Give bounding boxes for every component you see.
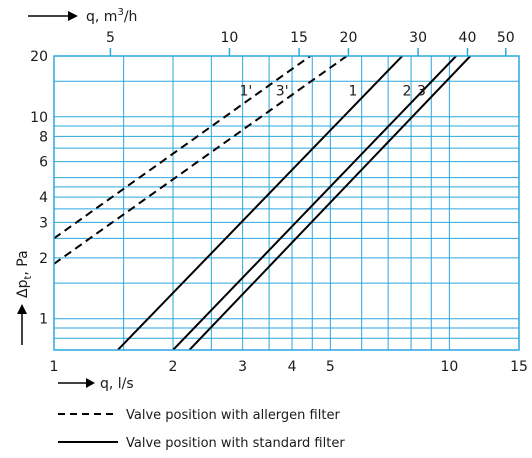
x2-axis-arrowhead: [68, 11, 78, 21]
series-label-4: 2: [402, 83, 411, 99]
series-line-5: [188, 56, 472, 350]
series-labels: 1' 3' 1 2 3: [240, 83, 426, 99]
x-tick-label: 10: [440, 359, 458, 375]
x-tick-label: 2: [169, 359, 178, 375]
x-tick-labels: 1 2 3 4 5 10 15: [50, 359, 528, 375]
x-axis-title: q, l/s: [58, 376, 134, 392]
x2-tick-labels: 5 10 15 20 30 40 50: [106, 30, 515, 56]
series-label-3: 1: [348, 83, 357, 99]
y-axis-title: Δpt, Pa: [15, 250, 34, 345]
series-label-2: 3': [276, 83, 289, 99]
x-axis-label: q, l/s: [100, 376, 134, 392]
x-tick-label: 5: [326, 359, 335, 375]
x2-axis-label: q, m3/h: [86, 7, 137, 25]
y-tick-label: 2: [39, 251, 48, 267]
series-lines: [54, 56, 472, 350]
y-tick-label: 4: [39, 190, 48, 206]
series-label-1: 1': [240, 83, 253, 99]
y-axis-arrowhead: [17, 304, 27, 314]
plot-border: [53, 55, 520, 351]
series-line-4: [172, 56, 457, 350]
x2-tick-label: 20: [340, 30, 358, 46]
series-label-5: 3: [417, 83, 426, 99]
x-tick-label: 15: [510, 359, 528, 375]
y-tick-label: 10: [30, 110, 48, 126]
x2-tick-label: 15: [290, 30, 308, 46]
x2-tick-label: 30: [409, 30, 427, 46]
y-tick-labels: 1 2 3 4 6 8 10 20: [30, 49, 48, 328]
x-tick-label: 3: [238, 359, 247, 375]
legend-solid-text: Valve position with standard filter: [126, 436, 345, 451]
legend: Valve position with allergen filter Valv…: [58, 408, 345, 451]
series-line-2: [54, 56, 348, 265]
y-tick-label: 20: [30, 49, 48, 65]
x2-tick-label: 40: [459, 30, 477, 46]
y-tick-label: 3: [39, 215, 48, 231]
y-tick-label: 8: [39, 129, 48, 145]
y-tick-label: 6: [39, 155, 48, 171]
x-tick-label: 4: [288, 359, 297, 375]
series-line-1: [54, 56, 311, 240]
grid: [53, 55, 520, 350]
series-line-3: [117, 56, 403, 350]
y-axis-label: Δpt, Pa: [15, 250, 34, 298]
plot-frame: [53, 55, 520, 351]
y-tick-label: 1: [39, 312, 48, 328]
x2-axis-title: q, m3/h: [28, 7, 137, 25]
legend-dashed-text: Valve position with allergen filter: [126, 408, 340, 423]
x-axis-arrowhead: [86, 378, 95, 388]
x2-tick-label: 50: [497, 30, 515, 46]
x-tick-label: 1: [50, 359, 59, 375]
x2-tick-label: 10: [221, 30, 239, 46]
x2-tick-label: 5: [106, 30, 115, 46]
